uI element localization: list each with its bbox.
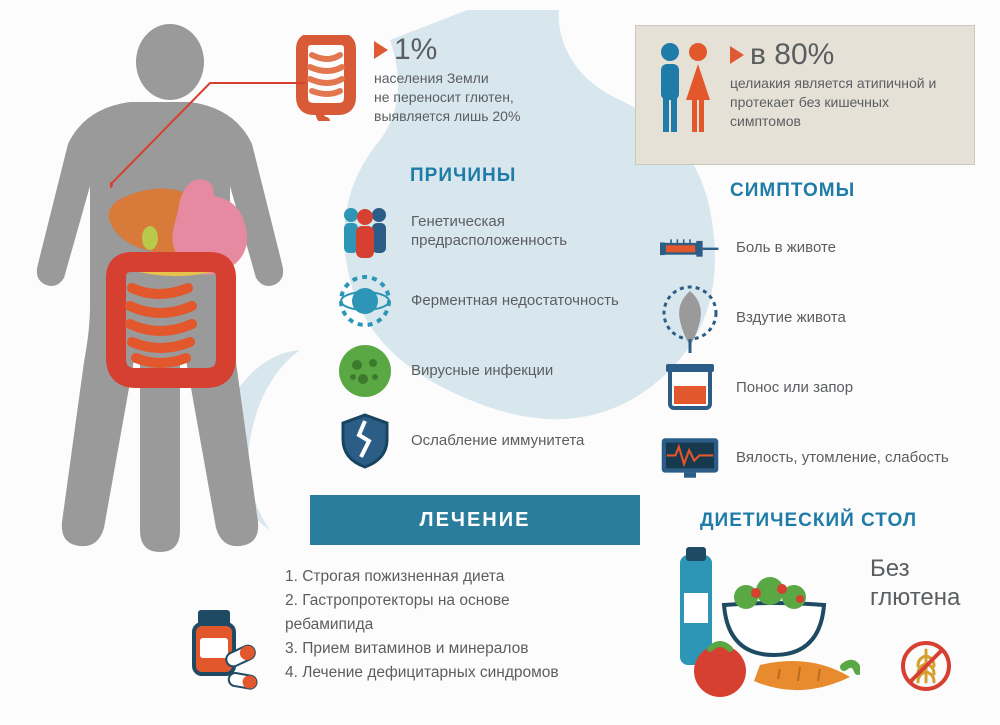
virus-icon: [335, 341, 395, 401]
symptom-text: Боль в животе: [736, 238, 836, 258]
cause-text: Генетическая предрасположенность: [411, 212, 625, 251]
food-icon: [660, 545, 860, 705]
causes-title: ПРИЧИНЫ: [410, 165, 625, 187]
stat-gluten-intolerance: 1% населения Земли не переносит глютен, …: [290, 35, 580, 126]
triangle-marker-icon: [374, 41, 388, 59]
symptom-text: Вялость, утомление, слабость: [736, 448, 949, 468]
symptom-row: Понос или запор: [660, 358, 980, 418]
symptom-text: Понос или запор: [736, 378, 853, 398]
human-silhouette: [30, 20, 310, 560]
bloating-icon: [660, 288, 720, 348]
stat1-desc: населения Земли не переносит глютен, выя…: [374, 69, 580, 126]
treatment-item: 1. Строгая пожизненная диета: [285, 565, 665, 589]
treatment-list: 1. Строгая пожизненная диета 2. Гастропр…: [285, 565, 665, 685]
infographic-canvas: 1% населения Земли не переносит глютен, …: [0, 0, 1000, 725]
treatment-item: 2. Гастропротекторы на основе ребамипида: [285, 589, 665, 637]
diet-text: Без глютена: [870, 555, 960, 613]
treatment-item: 4. Лечение дефицитарных синдромов: [285, 661, 665, 685]
symptoms-title: СИМПТОМЫ: [730, 180, 980, 202]
stat2-desc: целиакия является атипичной и протекает …: [730, 74, 958, 131]
enzyme-sphere-icon: [335, 271, 395, 331]
no-wheat-icon: [900, 640, 952, 692]
cause-row: Ферментная недостаточность: [335, 271, 625, 331]
cause-text: Ослабление иммунитета: [411, 431, 584, 451]
beaker-icon: [660, 358, 720, 418]
treatment-title: ЛЕЧЕНИЕ: [420, 509, 531, 532]
stat2-value: в 80%: [750, 40, 834, 70]
people-group-icon: [335, 201, 395, 261]
symptom-text: Вздутие живота: [736, 308, 846, 328]
intestine-icon: [290, 35, 362, 126]
diet-title: ДИЕТИЧЕСКИЙ СТОЛ: [700, 510, 917, 532]
symptoms-section: СИМПТОМЫ Боль в животе: [660, 180, 980, 498]
cause-row: Генетическая предрасположенность: [335, 201, 625, 261]
people-pair-icon: [652, 40, 716, 150]
shield-crack-icon: [335, 411, 395, 471]
causes-section: ПРИЧИНЫ Генетическая предрасположенность: [335, 165, 625, 481]
pills-icon: [180, 600, 270, 690]
treatment-item: 3. Прием витаминов и минералов: [285, 637, 665, 661]
syringe-icon: [660, 218, 720, 278]
stat1-value-row: 1%: [374, 35, 580, 65]
symptom-row: Вздутие живота: [660, 288, 980, 348]
cause-row: Вирусные инфекции: [335, 341, 625, 401]
monitor-icon: [660, 428, 720, 488]
symptom-row: Боль в животе: [660, 218, 980, 278]
cause-text: Ферментная недостаточность: [411, 291, 619, 311]
symptom-row: Вялость, утомление, слабость: [660, 428, 980, 488]
cause-row: Ослабление иммунитета: [335, 411, 625, 471]
stat-atypical-box: в 80% целиакия является атипичной и прот…: [635, 25, 975, 165]
cause-text: Вирусные инфекции: [411, 361, 553, 381]
stat1-value: 1%: [394, 35, 437, 65]
stat2-value-row: в 80%: [730, 40, 958, 70]
treatment-header: ЛЕЧЕНИЕ: [310, 495, 640, 545]
triangle-marker-icon: [730, 46, 744, 64]
